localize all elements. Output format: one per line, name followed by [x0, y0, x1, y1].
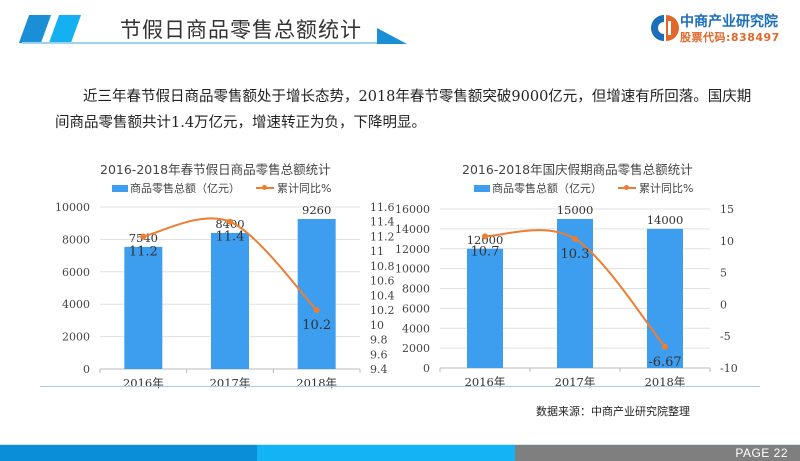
bar-value-label: 15000	[557, 203, 594, 217]
legend-line-swatch	[256, 185, 274, 190]
y-right-tick-label: 10.6	[370, 275, 395, 288]
page-number: PAGE 22	[735, 446, 788, 460]
brand-logo-icon	[651, 15, 679, 41]
y-right-tick-label: 10.2	[370, 304, 395, 317]
y-right-tick-label: 10.4	[370, 289, 395, 302]
line-value-label: 10.3	[561, 247, 590, 262]
bar-value-label: 14000	[647, 213, 684, 227]
y-right-tick-label: 0	[720, 298, 727, 311]
y-right-tick-label: 15	[720, 203, 734, 216]
y-right-tick-label: 9.6	[370, 348, 388, 361]
x-tick-label: 2018年	[645, 375, 686, 389]
line-value-label: 11.2	[129, 244, 158, 259]
y-left-tick-label: 2000	[62, 331, 90, 344]
legend-line-label: 累计同比%	[277, 182, 332, 195]
line-marker	[482, 233, 488, 240]
y-left-tick-label: 6000	[62, 266, 90, 279]
chart-title-national-day: 2016-2018年国庆假期商品零售总额统计	[462, 162, 693, 177]
y-right-tick-label: 9.8	[370, 334, 388, 347]
legend-line-label: 累计同比%	[639, 182, 694, 195]
y-left-tick-label: 10000	[55, 201, 90, 214]
y-right-tick-label: 11	[370, 245, 384, 258]
line-value-label: -6.67	[648, 355, 681, 370]
y-left-tick-label: 2000	[402, 342, 430, 355]
line-marker	[313, 307, 320, 314]
legend-bar-swatch	[112, 184, 128, 192]
y-right-tick-label: 10.8	[370, 260, 395, 273]
y-right-tick-label: 5	[720, 267, 727, 280]
y-right-tick-label: 10	[370, 319, 384, 332]
legend-bar-swatch	[474, 184, 490, 192]
line-value-label: 10.2	[302, 318, 331, 333]
legend-bar-label: 商品零售总额（亿元）	[130, 182, 240, 195]
legend-line-swatch	[618, 185, 636, 190]
bar	[467, 248, 503, 368]
line-marker	[227, 218, 233, 225]
chart-legend-spring: 商品零售总额（亿元） 累计同比%	[112, 180, 331, 196]
brand-name: 中商产业研究院	[680, 14, 778, 30]
y-left-tick-label: 8000	[402, 283, 430, 296]
y-right-tick-label: -5	[720, 330, 731, 343]
line-marker	[572, 235, 578, 242]
footer-bar-segment	[0, 445, 257, 461]
chart-title-spring: 2016-2018年春节假日商品零售总额统计	[100, 162, 331, 177]
footer-top-line	[0, 444, 800, 445]
y-left-tick-label: 4000	[62, 298, 90, 311]
y-right-tick-label: 11.6	[370, 201, 395, 214]
y-right-tick-label: 11.2	[370, 230, 395, 243]
line-value-label: 10.7	[471, 244, 500, 259]
stock-code: 股票代码:838497	[680, 31, 780, 44]
x-tick-label: 2016年	[465, 375, 506, 389]
y-right-tick-label: -10	[720, 362, 738, 375]
y-right-tick-label: 9.4	[370, 363, 388, 376]
line-marker	[140, 233, 147, 240]
y-left-tick-label: 14000	[395, 223, 430, 236]
legend-bar-label: 商品零售总额（亿元）	[492, 182, 602, 195]
y-left-tick-label: 16000	[395, 203, 430, 216]
bar	[557, 218, 593, 368]
y-left-tick-label: 4000	[402, 322, 430, 335]
line-value-label: 11.4	[216, 230, 245, 245]
y-left-tick-label: 0	[423, 362, 430, 375]
data-source-note: 数据来源：中商产业研究院整理	[536, 405, 690, 418]
y-left-tick-label: 0	[83, 363, 90, 376]
y-right-tick-label: 11.4	[370, 216, 395, 229]
footer-bar-segment	[515, 445, 800, 461]
y-left-tick-label: 6000	[402, 302, 430, 315]
summary-paragraph: 近三年春节假日商品零售额处于增长态势，2018年春节零售额突破9000亿元，但增…	[55, 89, 752, 131]
chart-legend-national-day: 商品零售总额（亿元） 累计同比%	[474, 180, 693, 196]
header-underline	[22, 42, 377, 44]
line-marker	[662, 343, 668, 350]
bar	[211, 232, 249, 369]
bar-value-label: 9260	[302, 203, 331, 217]
bar	[124, 246, 163, 369]
y-right-tick-label: 10	[720, 235, 734, 248]
y-left-tick-label: 12000	[395, 243, 430, 256]
footer-bar-segment	[257, 445, 515, 461]
y-left-tick-label: 10000	[395, 263, 430, 276]
y-left-tick-label: 8000	[62, 233, 90, 246]
section-divider	[40, 386, 760, 387]
x-tick-label: 2017年	[555, 375, 596, 389]
page-title: 节假日商品零售总额统计	[120, 18, 362, 42]
